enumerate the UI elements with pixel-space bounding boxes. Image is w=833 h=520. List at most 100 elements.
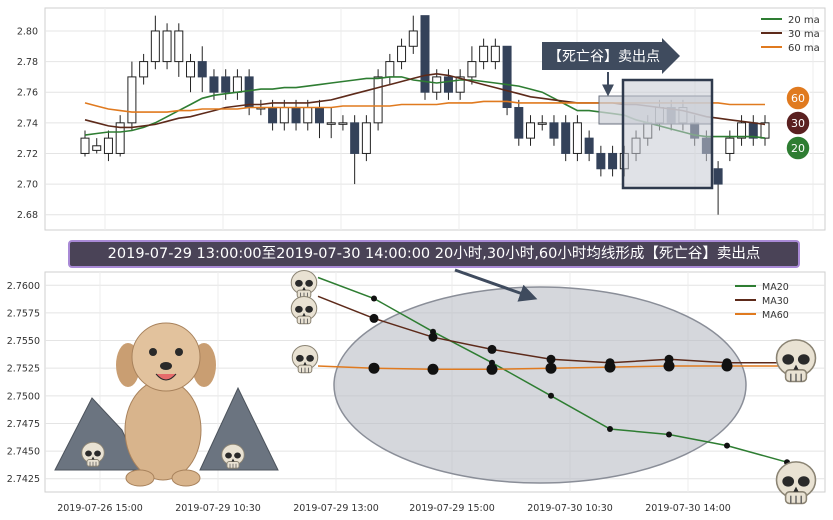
- bottom-x-tick-label: 2019-07-29 10:30: [175, 503, 261, 514]
- candle: [115, 115, 125, 157]
- bottom-y-tick-label: 2.7475: [7, 419, 40, 430]
- death-valley-box: [621, 78, 714, 190]
- candle: [314, 99, 324, 139]
- candle: [537, 115, 547, 131]
- candle: [455, 69, 465, 100]
- candle: [92, 138, 102, 154]
- candle-body: [197, 61, 207, 78]
- candle: [479, 38, 489, 70]
- candle: [760, 115, 770, 146]
- bottom-y-axis: 2.7425 2.7450 2.7475 2.7500 2.7525 2.7550 2.75…: [7, 281, 40, 485]
- candle: [397, 38, 407, 70]
- dog-nose: [160, 362, 172, 370]
- candle: [361, 115, 371, 162]
- candle: [502, 45, 512, 116]
- dog-illustration: [54, 322, 279, 487]
- bottom-y-tick-label: 2.7575: [7, 308, 40, 319]
- candle: [103, 130, 113, 162]
- candle-body: [115, 122, 125, 154]
- candle: [373, 69, 383, 131]
- candle-body: [350, 122, 360, 154]
- top-y-tick-label: 2.78: [17, 57, 38, 68]
- bottom-y-tick-label: 2.7550: [7, 336, 40, 347]
- top-y-tick-label: 2.72: [17, 149, 38, 160]
- bottom-x-tick-label: 2019-07-26 15:00: [57, 503, 143, 514]
- candle: [174, 23, 184, 77]
- rock-right: [199, 386, 279, 471]
- candle: [268, 99, 278, 131]
- candle: [291, 99, 301, 131]
- candle: [127, 61, 137, 131]
- bottom-ma20-point: [371, 295, 377, 302]
- candle-body: [361, 122, 371, 154]
- bottom-y-tick-label: 2.7525: [7, 364, 40, 375]
- candle: [526, 115, 536, 146]
- dog-body: [124, 379, 202, 481]
- top-plot-frame: [44, 7, 826, 231]
- candle: [596, 145, 606, 177]
- bottom-x-tick-label: 2019-07-30 10:30: [527, 503, 613, 514]
- candle-body: [291, 107, 301, 124]
- bottom-ma20-point: [548, 392, 554, 399]
- candle-body: [162, 30, 172, 63]
- bottom-ma20-point: [666, 431, 672, 438]
- bottom-ma30-point: [546, 354, 556, 364]
- bottom-x-tick-label: 2019-07-29 13:00: [293, 503, 379, 514]
- candle-body: [526, 122, 536, 139]
- callout-arrow: [542, 38, 680, 74]
- dog-eye-right: [175, 348, 183, 356]
- candle-body: [303, 107, 313, 124]
- candle: [549, 115, 559, 146]
- candle-body: [713, 168, 723, 185]
- candle-body: [338, 122, 348, 125]
- bottom-ma60-point: [721, 360, 733, 372]
- bottom-y-tick-label: 2.7425: [7, 474, 40, 485]
- candle-body: [373, 76, 383, 124]
- end-badges: 60 30 20: [785, 85, 811, 161]
- candle: [350, 115, 360, 185]
- bottom-y-tick-label: 2.7450: [7, 447, 40, 458]
- candle-body: [232, 76, 242, 93]
- candle-body: [244, 76, 254, 109]
- bottom-ma60-point: [368, 362, 380, 374]
- candle-body: [490, 45, 500, 63]
- bottom-ma60-point: [545, 362, 557, 374]
- bottom-y-tick-label: 2.7600: [7, 281, 40, 292]
- candle: [737, 115, 747, 146]
- badge-20-label: 20: [791, 142, 805, 155]
- candle: [725, 130, 735, 162]
- badge-60-label: 60: [791, 92, 805, 105]
- candle-body: [397, 45, 407, 63]
- bottom-plot-frame: [44, 271, 826, 493]
- candle: [279, 99, 289, 131]
- death-valley-ellipse: [333, 286, 747, 484]
- legend-30ma: 30 ma: [788, 29, 820, 40]
- candle: [385, 53, 395, 85]
- ma-detail-chart: 2.7425 2.7450 2.7475 2.7500 2.7525 2.7550 2.75…: [7, 268, 826, 514]
- dog-mouth: [155, 373, 177, 381]
- summary-banner: 2019-07-29 13:00:00至2019-07-30 14:00:00 …: [68, 240, 800, 268]
- candle-body: [596, 152, 606, 170]
- candle: [232, 69, 242, 100]
- candle: [420, 15, 430, 100]
- legend-ma20: MA20: [762, 282, 789, 293]
- bottom-ma60-point: [427, 363, 439, 375]
- bottom-ma30-point: [369, 313, 379, 323]
- candle: [467, 46, 477, 85]
- bottom-ma30-point: [428, 332, 438, 342]
- candle: [186, 53, 196, 93]
- candle-body: [432, 76, 442, 93]
- skull-icon: [775, 339, 817, 383]
- skull-icon: [775, 461, 817, 505]
- candle-body: [279, 107, 289, 124]
- candle-body: [221, 76, 231, 93]
- candle-body: [268, 107, 278, 124]
- candle-body: [174, 30, 184, 63]
- candle: [608, 145, 618, 177]
- skull-icon: [290, 270, 318, 299]
- candle-body: [209, 76, 219, 93]
- candle: [139, 53, 149, 85]
- candle: [584, 130, 594, 162]
- candle: [338, 115, 348, 131]
